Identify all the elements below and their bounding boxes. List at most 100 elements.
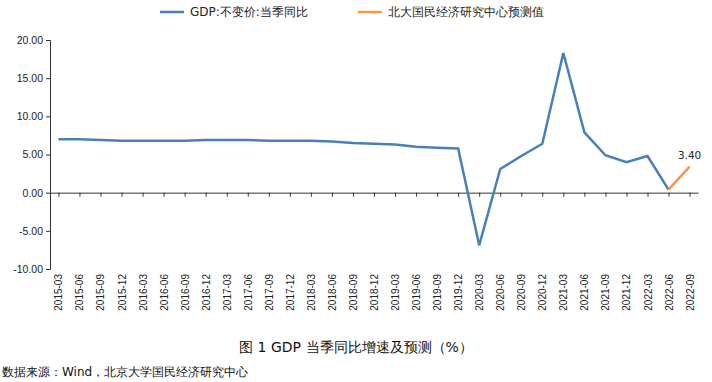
y-tick: -5.00 [19,225,50,237]
x-tick-mark [374,193,375,197]
title: 图 1 GDP 当季同比增速及预测（%） [239,339,473,355]
x-tick-mark [332,193,333,197]
x-tick-label: 2020-09 [516,274,527,311]
y-tick-mark [46,269,50,270]
x-tick-label: 2016-12 [201,274,212,311]
x-tick-mark [605,193,606,197]
x-tick-mark [353,193,354,197]
y-tick-label: -5.00 [19,225,43,237]
y-tick-label: -10.00 [13,263,43,275]
x-tick-label: 2018-06 [327,274,338,311]
y-tick: -10.00 [13,263,50,275]
y-tick: 5.00 [23,148,50,160]
y-tick-label: 20.00 [17,34,43,46]
x-tick-mark [290,193,291,197]
x-tick-label: 2021-03 [558,274,569,311]
legend-item: GDP:不变价:当季同比 [160,5,308,19]
x-tick-label: 2019-09 [432,274,443,311]
x-tick: 2022-09 [685,193,696,311]
x-tick-label: 2015-03 [53,274,64,311]
x-tick: 2021-12 [621,193,632,311]
y-tick-mark [46,40,50,41]
x-tick: 2020-12 [537,193,548,311]
x-tick: 2015-03 [53,193,64,311]
y-tick-mark [46,193,50,194]
x-tick: 2015-09 [95,193,106,311]
y-tick: 20.00 [17,34,50,46]
x-tick-label: 2021-06 [579,274,590,311]
x-tick-mark [500,193,501,197]
x-tick: 2018-12 [369,193,380,311]
x-tick-label: 2016-06 [159,274,170,311]
y-tick-label: 15.00 [17,72,43,84]
x-axis: 2015-03 2015-06 2015-09 2015-12 2016-03 2016-… [51,193,699,311]
y-tick-label: 10.00 [17,110,43,122]
x-tick: 2016-09 [180,193,191,311]
x-tick-label: 2018-03 [306,274,317,311]
legend-item: 北大国民经济研究中心预测值 [358,5,544,19]
x-tick-label: 2016-03 [138,274,149,311]
x-tick-mark [479,193,480,197]
x-tick-label: 2017-09 [264,274,275,311]
x-tick-mark [669,193,670,197]
y-axis-line [46,41,51,270]
x-tick-label: 2015-06 [74,274,85,311]
x-tick-mark [227,193,228,197]
x-tick-mark [437,193,438,197]
x-tick-mark [311,193,312,197]
x-tick: 2021-03 [558,193,569,311]
x-tick: 2017-03 [222,193,233,311]
x-tick: 2019-06 [411,193,422,311]
x-tick-label: 2018-12 [369,274,380,311]
x-tick-label: 2019-12 [453,274,464,311]
x-tick-label: 2019-06 [411,274,422,311]
legend-swatch [358,11,382,14]
x-tick: 2016-03 [138,193,149,311]
x-tick: 2017-09 [264,193,275,311]
x-tick-mark [206,193,207,197]
y-tick-mark [46,155,50,156]
x-tick: 2022-06 [664,193,675,311]
x-tick-label: 2015-09 [95,274,106,311]
x-tick-mark [58,193,59,197]
x-tick-mark [143,193,144,197]
y-tick-mark [46,231,50,232]
x-tick-label: 2022-06 [664,274,675,311]
x-tick-label: 2018-09 [348,274,359,311]
x-tick: 2019-09 [432,193,443,311]
x-tick-mark [563,193,564,197]
x-tick-label: 2022-09 [685,274,696,311]
x-tick-label: 2021-12 [621,274,632,311]
x-tick-label: 2017-03 [222,274,233,311]
x-tick-mark [185,193,186,197]
series-group [58,53,689,245]
x-tick: 2016-06 [159,193,170,311]
y-tick-mark [46,78,50,79]
chart: -10.00 -5.00 0.00 5.00 10.00 15.00 20.00 2015-0… [0,0,712,382]
x-tick: 2018-03 [306,193,317,311]
x-tick: 2017-06 [243,193,254,311]
x-tick: 2015-12 [117,193,128,311]
plot: -10.00 -5.00 0.00 5.00 10.00 15.00 20.00 2015-0… [13,34,701,311]
x-tick-mark [248,193,249,197]
series-line [58,53,668,245]
x-tick: 2018-09 [348,193,359,311]
x-tick: 2019-03 [390,193,401,311]
legend-label: GDP:不变价:当季同比 [190,5,308,19]
y-axis: -10.00 -5.00 0.00 5.00 10.00 15.00 20.00 [13,34,50,275]
y-tick-label: 5.00 [23,148,44,160]
x-tick-label: 2020-03 [474,274,485,311]
y-tick: 0.00 [23,187,50,199]
y-tick-label: 0.00 [23,187,44,199]
x-tick: 2016-12 [201,193,212,311]
legend-swatch [160,11,184,14]
data-label: 3.40 [678,149,701,161]
y-tick-mark [46,116,50,117]
x-tick-mark [584,193,585,197]
x-tick: 2021-06 [579,193,590,311]
x-tick-mark [521,193,522,197]
x-tick-label: 2017-06 [243,274,254,311]
x-tick-label: 2015-12 [117,274,128,311]
legend: GDP:不变价:当季同比 北大国民经济研究中心预测值 [160,5,544,19]
series-line [669,167,690,190]
